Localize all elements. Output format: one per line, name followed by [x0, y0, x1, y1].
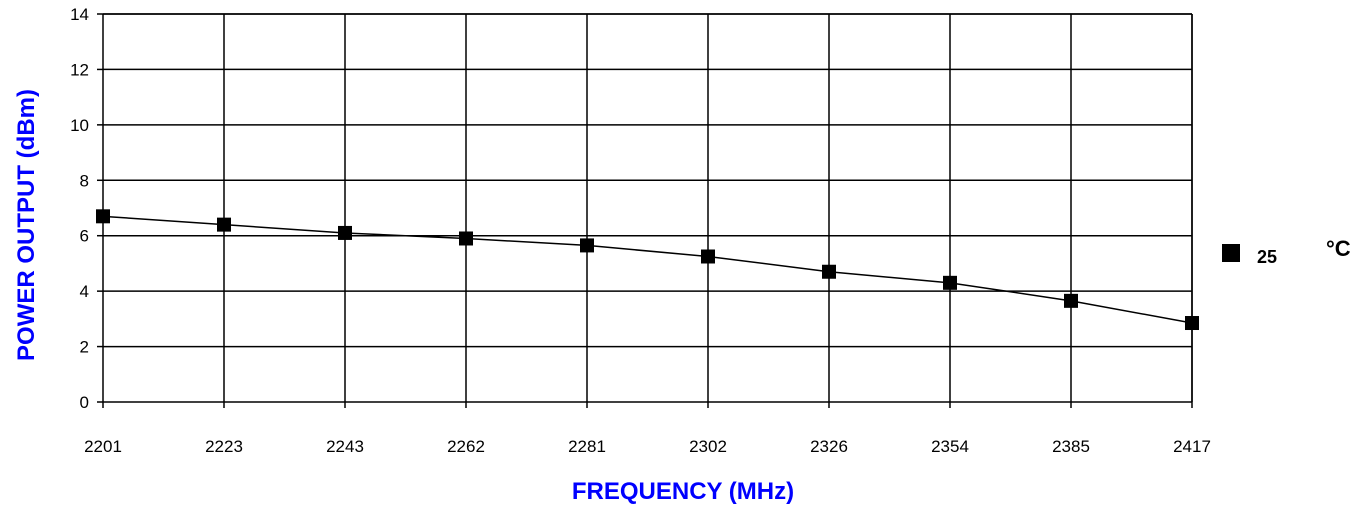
y-tick-label: 6 — [80, 227, 89, 246]
legend: 25 °C — [1222, 236, 1351, 267]
x-tick-label: 2281 — [568, 437, 606, 456]
x-tick-label: 2385 — [1052, 437, 1090, 456]
y-tick-label: 14 — [70, 5, 89, 24]
data-point-marker — [1185, 316, 1199, 331]
x-tick-label: 2302 — [689, 437, 727, 456]
x-tick-label: 2326 — [810, 437, 848, 456]
x-axis-title: FREQUENCY (MHz) — [572, 478, 794, 505]
x-tick-label: 2201 — [84, 437, 122, 456]
y-tick-label: 12 — [70, 60, 89, 79]
data-point-marker — [217, 217, 231, 232]
series-line — [102, 215, 1193, 324]
x-tick-label: 2262 — [447, 437, 485, 456]
data-point-marker — [822, 264, 836, 279]
series-layer — [96, 209, 1199, 331]
y-tick-label: 8 — [80, 171, 89, 190]
data-point-marker — [1064, 293, 1078, 308]
data-point-marker — [701, 249, 715, 264]
y-tick-label: 2 — [80, 338, 89, 357]
x-tick-label: 2243 — [326, 437, 364, 456]
tick-labels: 0 2 4 6 8 10 12 14 2201 2223 2243 2262 2281 2302 2326 2… — [70, 5, 1211, 456]
y-tick-label: 4 — [80, 282, 89, 301]
data-point-marker — [459, 231, 473, 246]
grid — [103, 13, 1193, 402]
axes — [97, 13, 1193, 408]
x-tick-label: 2354 — [931, 437, 969, 456]
data-point-marker — [338, 225, 352, 240]
data-point-marker — [943, 275, 957, 290]
x-tick-label: 2417 — [1173, 437, 1211, 456]
y-tick-label: 10 — [70, 116, 89, 135]
legend-label: 25 — [1257, 247, 1277, 267]
legend-unit-label: °C — [1326, 236, 1351, 261]
legend-marker-series-25 — [1222, 244, 1240, 262]
y-tick-label: 0 — [80, 393, 89, 412]
data-point-marker — [96, 209, 110, 224]
x-tick-label: 2223 — [205, 437, 243, 456]
data-point-marker — [580, 238, 594, 253]
y-axis-title: POWER OUTPUT (dBm) — [13, 89, 40, 361]
